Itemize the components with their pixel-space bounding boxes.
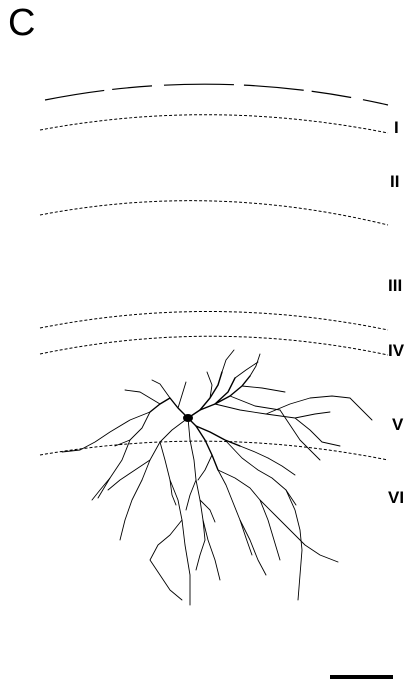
panel-label: C bbox=[8, 2, 36, 44]
boundary-IV-V bbox=[39, 335, 389, 356]
boundary-I-II bbox=[39, 114, 389, 134]
layer-label-VI: VI bbox=[388, 488, 405, 507]
pial-surface-line bbox=[44, 83, 389, 106]
layer-label-I: I bbox=[394, 118, 399, 137]
neuron bbox=[61, 349, 373, 606]
layer-label-V: V bbox=[392, 415, 404, 434]
boundary-II-III bbox=[39, 200, 389, 226]
layer-label-III: III bbox=[388, 276, 403, 295]
layer-label-IV: IV bbox=[388, 341, 405, 360]
layer-label-II: II bbox=[390, 172, 400, 191]
boundary-III-IV bbox=[39, 310, 389, 331]
boundary-V-VI bbox=[39, 440, 389, 461]
